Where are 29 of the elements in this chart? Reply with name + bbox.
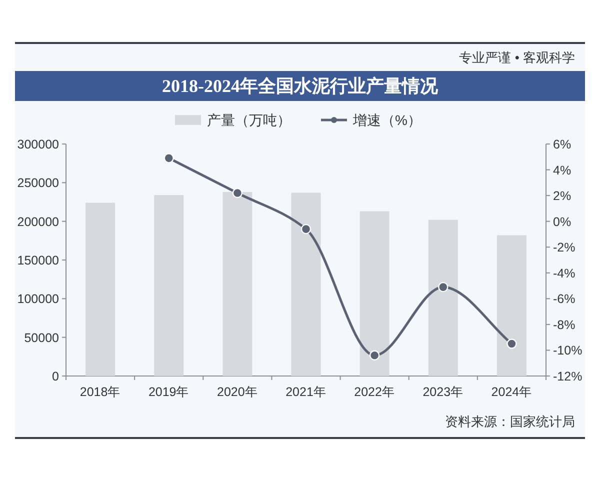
ytick: 250000 [17, 176, 59, 190]
xtick: 2018年 [80, 385, 121, 399]
title: 2018-2024年全国水泥行业产量情况 [162, 76, 438, 96]
y2tick: 4% [553, 163, 572, 178]
ytick: 100000 [17, 292, 59, 306]
y2tick: -10% [553, 344, 582, 358]
ytick: 300000 [17, 138, 59, 152]
ytick: 0 [52, 370, 59, 384]
y2tick: 2% [553, 189, 572, 204]
annotation: 资料来源：国家统计局 [445, 414, 575, 429]
xtick: 2023年 [422, 385, 464, 399]
xtick: 2021年 [286, 385, 326, 399]
y2tick: -2% [553, 240, 576, 255]
y2tick: -6% [553, 292, 576, 306]
xtick: 2019年 [148, 385, 190, 399]
y2tick: 6% [553, 138, 572, 152]
xtick: 2022年 [354, 385, 395, 399]
legend-label: 增速（%） [353, 112, 422, 128]
ytick: 50000 [24, 330, 59, 345]
ytick: 150000 [17, 254, 59, 268]
xtick: 2020年 [217, 385, 258, 399]
xtick: 2024年 [491, 385, 532, 399]
y2tick: -8% [553, 318, 576, 332]
y2tick: -4% [553, 266, 576, 280]
annotation: 专业严谨 • 客观科学 [459, 50, 575, 65]
legend-label: 产量（万吨） [207, 112, 291, 128]
y2tick: -12% [553, 370, 582, 384]
y2tick: 0% [553, 214, 572, 229]
ytick: 200000 [17, 214, 59, 229]
